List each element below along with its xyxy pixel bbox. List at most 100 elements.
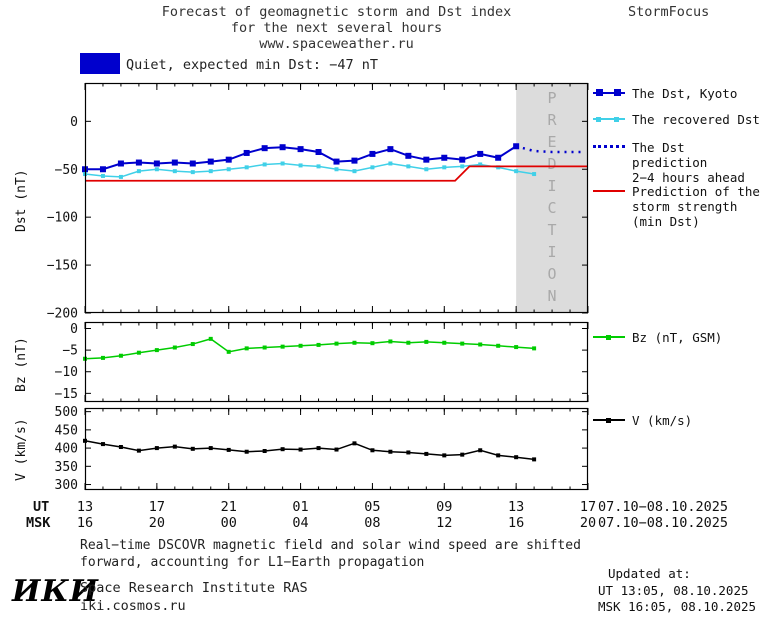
series-marker xyxy=(190,342,195,347)
series-marker xyxy=(352,340,357,345)
series-marker xyxy=(243,149,250,156)
series-marker xyxy=(424,167,429,172)
series-marker xyxy=(172,444,177,449)
footer-note-line2: forward, accounting for L1−Earth propaga… xyxy=(80,555,425,570)
series-marker xyxy=(100,173,105,178)
bz-ytick-label: 0 xyxy=(70,322,78,337)
dst-kyoto-line-icon xyxy=(593,87,625,100)
series-marker xyxy=(298,447,303,452)
series-marker xyxy=(226,447,231,452)
series-marker xyxy=(388,449,393,454)
prediction-band-letter: P xyxy=(548,89,557,107)
storm-strength-line-icon xyxy=(593,185,625,198)
legend-recovered-dst-label: The recovered Dst xyxy=(632,112,760,127)
footer-note-line1: Real−time DSCOVR magnetic field and sola… xyxy=(80,538,581,553)
series-marker xyxy=(135,159,142,166)
series-marker xyxy=(279,144,286,151)
series-marker xyxy=(352,169,357,174)
legend-bz: Bz (nT, GSM) xyxy=(593,330,722,345)
x-axis-msk-row: MSK 07.10−08.10.2025 16 20 00 04 08 12 16 20 xyxy=(0,515,760,531)
ut-xtick-label: 13 xyxy=(508,499,525,515)
updated-at-msk: MSK 16:05, 08.10.2025 xyxy=(598,599,757,614)
bz-ytick-label: −10 xyxy=(55,365,78,380)
series-marker xyxy=(117,160,124,167)
series-marker xyxy=(405,152,412,159)
institute-name: Space Research Institute RAS xyxy=(80,580,308,596)
series-marker xyxy=(280,447,285,452)
ut-xtick-label: 05 xyxy=(364,499,381,515)
series-marker xyxy=(334,447,339,452)
dst-chart-panel: P R E D I C T I O N 0 −50 −100 −150 −200 xyxy=(47,82,589,322)
series-marker xyxy=(514,345,519,350)
series-marker xyxy=(316,342,321,347)
msk-xtick-label: 00 xyxy=(220,515,237,531)
series-marker xyxy=(226,349,231,354)
series-marker xyxy=(495,154,502,161)
x-axis-ut-row: UT 07.10−08.10.2025 13 17 21 01 05 09 13 17 xyxy=(0,499,760,515)
series-marker xyxy=(225,156,232,163)
series-marker xyxy=(369,150,376,157)
series-marker xyxy=(442,165,447,170)
series-marker xyxy=(316,446,321,451)
series-marker xyxy=(99,166,106,173)
series-marker xyxy=(262,345,267,350)
series-marker xyxy=(388,161,393,166)
legend-storm-strength: Prediction of the storm strength (min Ds… xyxy=(593,184,760,229)
dst-frame xyxy=(84,82,589,314)
v-ytick-label: 450 xyxy=(55,423,78,438)
ut-xtick-label: 17 xyxy=(579,499,597,515)
bz-ytick-label: −5 xyxy=(62,344,78,359)
series-marker xyxy=(171,159,178,166)
series-marker xyxy=(387,146,394,153)
series-marker xyxy=(207,158,214,165)
bz-plot: 0 −5 −10 −15 xyxy=(55,321,589,403)
v-axis-label: V (km/s) xyxy=(14,418,29,482)
series-marker xyxy=(298,343,303,348)
series-marker xyxy=(532,172,537,177)
series-marker xyxy=(244,346,249,351)
series-marker xyxy=(496,453,501,458)
ut-xtick-label: 21 xyxy=(220,499,237,515)
msk-xtick-label: 08 xyxy=(364,515,381,531)
series-marker xyxy=(172,169,177,174)
institute-site: iki.cosmos.ru xyxy=(80,598,186,614)
msk-xtick-label: 16 xyxy=(508,515,525,531)
series-marker xyxy=(189,160,196,167)
storm-level-indicator xyxy=(80,53,120,74)
series-marker xyxy=(532,346,537,351)
series-marker xyxy=(460,341,465,346)
series-marker xyxy=(514,169,519,174)
series-marker xyxy=(297,146,304,153)
title-url: www.spaceweather.ru xyxy=(259,36,414,52)
series-marker xyxy=(154,446,159,451)
dst-ytick-label: −200 xyxy=(47,307,78,322)
series-marker xyxy=(406,164,411,169)
dst-prediction-dotted-line-icon xyxy=(593,141,625,154)
series-marker xyxy=(136,350,141,355)
series-marker xyxy=(459,156,466,163)
series-marker xyxy=(496,343,501,348)
prediction-band-letter: I xyxy=(548,177,557,195)
msk-row-label: MSK xyxy=(26,515,51,531)
series-marker xyxy=(208,169,213,174)
page-title: Forecast of geomagnetic storm and Dst in… xyxy=(85,4,588,52)
series-v-km-s xyxy=(84,440,535,461)
v-frame xyxy=(84,407,589,491)
series-marker xyxy=(496,165,501,170)
series-marker xyxy=(442,453,447,458)
v-plot: 500 450 400 350 300 xyxy=(55,405,589,493)
series-marker xyxy=(406,450,411,455)
legend-recovered-dst: The recovered Dst xyxy=(593,112,760,127)
title-line1: Forecast of geomagnetic storm and Dst in… xyxy=(161,4,512,20)
series-marker xyxy=(478,448,483,453)
legend-dst-prediction-label: The Dst prediction 2−4 hours ahead xyxy=(632,140,745,185)
series-marker xyxy=(352,441,357,446)
series-marker xyxy=(514,455,519,460)
brand-stormfocus: StormFocus xyxy=(628,4,710,20)
prediction-band-letter: C xyxy=(548,199,557,217)
ut-xtick-label: 09 xyxy=(436,499,453,515)
bz-axis-label: Bz (nT) xyxy=(14,337,29,393)
series-marker xyxy=(154,167,159,172)
series-marker xyxy=(442,340,447,345)
